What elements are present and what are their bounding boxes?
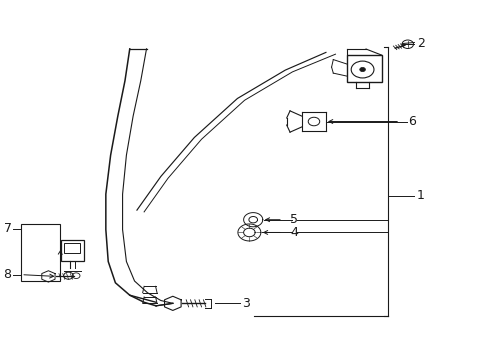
Text: 3: 3: [242, 297, 249, 310]
Text: 6: 6: [407, 115, 415, 128]
Text: 1: 1: [416, 189, 424, 202]
Text: 4: 4: [289, 226, 297, 239]
Text: 8: 8: [3, 268, 12, 281]
Text: 7: 7: [3, 222, 12, 235]
Text: 2: 2: [416, 37, 424, 50]
Text: 5: 5: [289, 213, 298, 226]
Circle shape: [359, 67, 365, 72]
